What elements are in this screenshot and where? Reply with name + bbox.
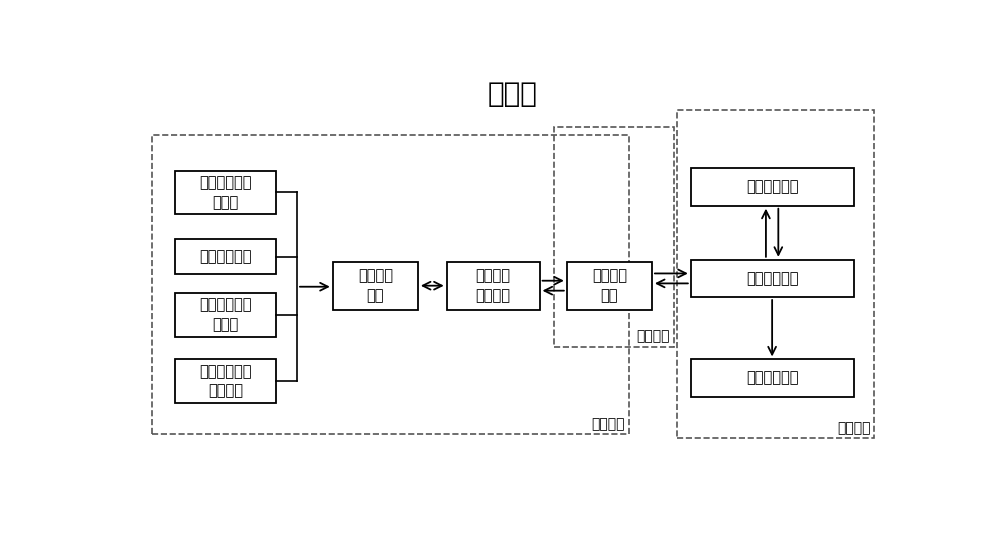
- Text: 数据传输
模块: 数据传输 模块: [592, 268, 627, 303]
- Bar: [333, 262, 418, 309]
- Text: 方向盘转角采
集模块: 方向盘转角采 集模块: [200, 175, 252, 210]
- Text: 车速采集模块: 车速采集模块: [200, 249, 252, 264]
- Text: 传输单元: 传输单元: [636, 329, 670, 343]
- Text: 数据分析模块: 数据分析模块: [746, 271, 798, 286]
- Bar: [447, 262, 540, 309]
- Bar: [567, 262, 652, 309]
- Text: 控制单元: 控制单元: [837, 421, 871, 435]
- Bar: [175, 360, 276, 403]
- Bar: [152, 135, 629, 434]
- Bar: [691, 260, 854, 297]
- Text: 安全预警模块: 安全预警模块: [746, 370, 798, 385]
- Text: 眼动特征数据
采集模块: 眼动特征数据 采集模块: [200, 364, 252, 398]
- Text: 采集单元: 采集单元: [591, 417, 625, 431]
- Text: 数据储存模块: 数据储存模块: [746, 179, 798, 195]
- Bar: [175, 170, 276, 214]
- Text: 微处理器
控制模块: 微处理器 控制模块: [476, 268, 511, 303]
- Text: 方向盘: 方向盘: [488, 80, 537, 108]
- Bar: [175, 293, 276, 336]
- Bar: [691, 169, 854, 206]
- Bar: [175, 239, 276, 274]
- Bar: [677, 110, 874, 438]
- Bar: [554, 127, 674, 347]
- Text: 数据采集
模块: 数据采集 模块: [358, 268, 393, 303]
- Text: 方向盘压力采
集模块: 方向盘压力采 集模块: [200, 298, 252, 332]
- Bar: [691, 360, 854, 397]
